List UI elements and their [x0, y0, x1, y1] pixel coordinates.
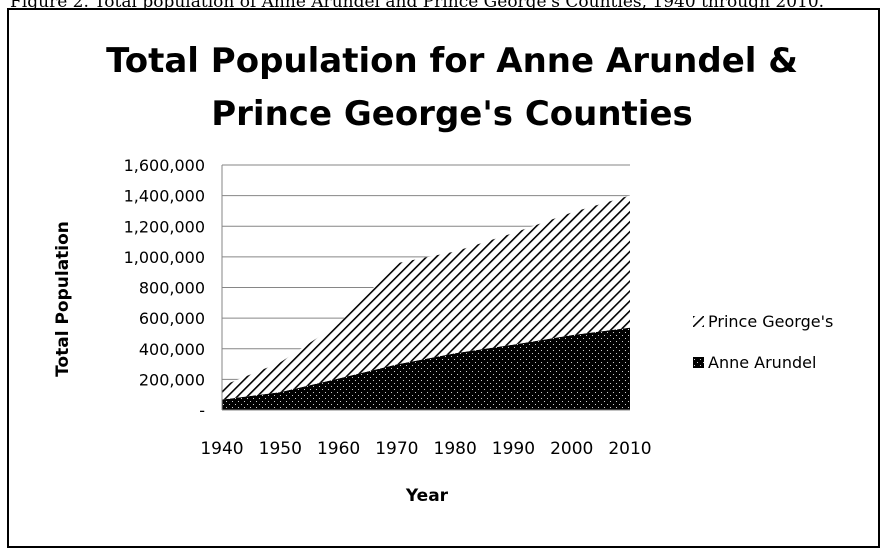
legend: Prince George's Anne Arundel — [693, 312, 833, 372]
axes: - 200,000 400,000 600,000 800,000 1,000,000 1,… — [124, 156, 652, 459]
chart-title-line-2: Prince George's Counties — [211, 94, 693, 134]
area-series — [222, 195, 630, 410]
chart-frame: Total Population for Anne Arundel & Prin… — [7, 8, 880, 548]
y-axis-title: Total Population — [53, 221, 73, 377]
x-tick-label: 2000 — [550, 439, 593, 459]
x-tick-label: 1980 — [434, 439, 477, 459]
area-prince-george-s — [222, 195, 630, 400]
y-tick-label: 1,400,000 — [124, 187, 205, 206]
x-axis-title: Year — [405, 486, 449, 506]
x-tick-label: 1940 — [200, 439, 243, 459]
legend-label-anne-arundel: Anne Arundel — [708, 353, 816, 372]
y-tick-label: 1,200,000 — [124, 217, 205, 236]
y-tick-label: 200,000 — [139, 370, 205, 389]
y-tick-label: - — [199, 401, 205, 420]
legend-swatch-prince-georges — [693, 316, 704, 327]
legend-swatch-anne-arundel — [693, 357, 704, 368]
y-tick-label: 800,000 — [139, 279, 205, 298]
y-tick-label: 1,600,000 — [124, 156, 205, 175]
x-tick-label: 1950 — [259, 439, 302, 459]
x-tick-label: 1970 — [375, 439, 418, 459]
legend-label-prince-georges: Prince George's — [708, 312, 833, 331]
area-chart: Total Population for Anne Arundel & Prin… — [53, 41, 833, 506]
y-tick-label: 600,000 — [139, 309, 205, 328]
chart-title-line-1: Total Population for Anne Arundel & — [106, 41, 798, 81]
x-tick-label: 1990 — [492, 439, 535, 459]
x-tick-label: 1960 — [317, 439, 360, 459]
area-anne-arundel — [222, 327, 630, 410]
y-tick-label: 400,000 — [139, 340, 205, 359]
y-tick-label: 1,000,000 — [124, 248, 205, 267]
x-tick-label: 2010 — [608, 439, 651, 459]
